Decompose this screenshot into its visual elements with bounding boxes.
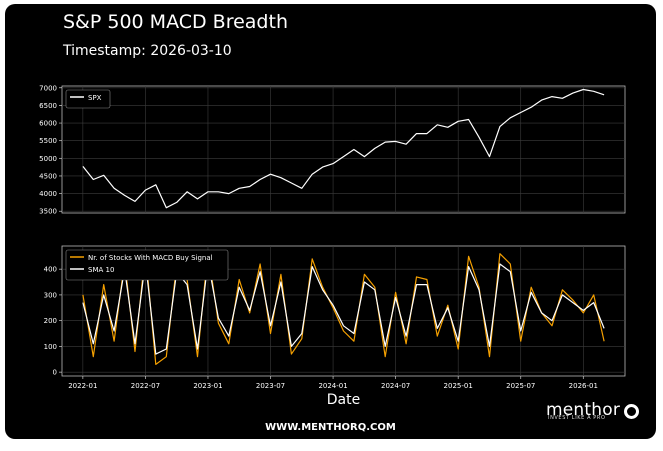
legend-box bbox=[65, 249, 229, 281]
plot-frame bbox=[61, 85, 626, 214]
ytick-label: 100 bbox=[44, 343, 57, 351]
legend-label: SPX bbox=[88, 94, 102, 102]
legend-label: SMA 10 bbox=[88, 266, 114, 274]
ytick-label: 6500 bbox=[39, 102, 57, 110]
ytick-label: 5500 bbox=[39, 137, 57, 145]
timestamp: Timestamp: 2026-03-10 bbox=[63, 43, 232, 59]
xtick-label: 2023-07 bbox=[256, 382, 285, 390]
xtick-label: 2023-01 bbox=[193, 382, 222, 390]
ytick-label: 4000 bbox=[39, 190, 57, 198]
xtick-label: 2026-01 bbox=[569, 382, 598, 390]
brand-tagline: INVEST LIKE A PRO bbox=[548, 415, 606, 421]
footer-url: WWW.MENTHORQ.COM bbox=[265, 422, 396, 433]
series-line-2 bbox=[82, 260, 605, 355]
breadth-panel: 0 100 200 300 400 2022-01 2022-07 2023-01 2023-0… bbox=[44, 245, 626, 408]
xtick-label: 2022-07 bbox=[131, 382, 160, 390]
xtick-label: 2025-01 bbox=[444, 382, 473, 390]
ytick-label: 4500 bbox=[39, 172, 57, 180]
xtick-label: 2025-07 bbox=[506, 382, 535, 390]
xtick-label: 2024-01 bbox=[318, 382, 347, 390]
xtick-label: 2022-01 bbox=[68, 382, 97, 390]
xtick-label: 2024-07 bbox=[381, 382, 410, 390]
x-axis-label: Date bbox=[327, 392, 360, 408]
brand-logo: menthor bbox=[546, 400, 640, 420]
legend-label: Nr. of Stocks With MACD Buy Signal bbox=[88, 254, 213, 262]
chart-card: S&P 500 MACD Breadth Timestamp: 2026-03-… bbox=[5, 4, 656, 439]
ytick-label: 6000 bbox=[39, 120, 57, 128]
ytick-label: 5000 bbox=[39, 155, 57, 163]
chart-canvas: 3500 4000 4500 5000 5500 6000 6500 7000 SPX 0 100… bbox=[39, 84, 626, 408]
ytick-label: 7000 bbox=[39, 84, 57, 92]
spx-panel: 3500 4000 4500 5000 5500 6000 6500 7000 SPX bbox=[39, 84, 626, 216]
ytick-label: 3500 bbox=[39, 208, 57, 216]
chart-title: S&P 500 MACD Breadth bbox=[63, 11, 288, 33]
series-line-1 bbox=[82, 88, 605, 209]
plot-frame bbox=[61, 245, 626, 377]
ytick-label: 400 bbox=[44, 266, 57, 274]
ytick-label: 0 bbox=[53, 369, 57, 377]
legend-box bbox=[65, 89, 111, 109]
ytick-label: 300 bbox=[44, 291, 57, 299]
ytick-label: 200 bbox=[44, 317, 57, 325]
brand-name: menthor bbox=[546, 400, 621, 420]
q-logo-icon bbox=[624, 404, 640, 419]
